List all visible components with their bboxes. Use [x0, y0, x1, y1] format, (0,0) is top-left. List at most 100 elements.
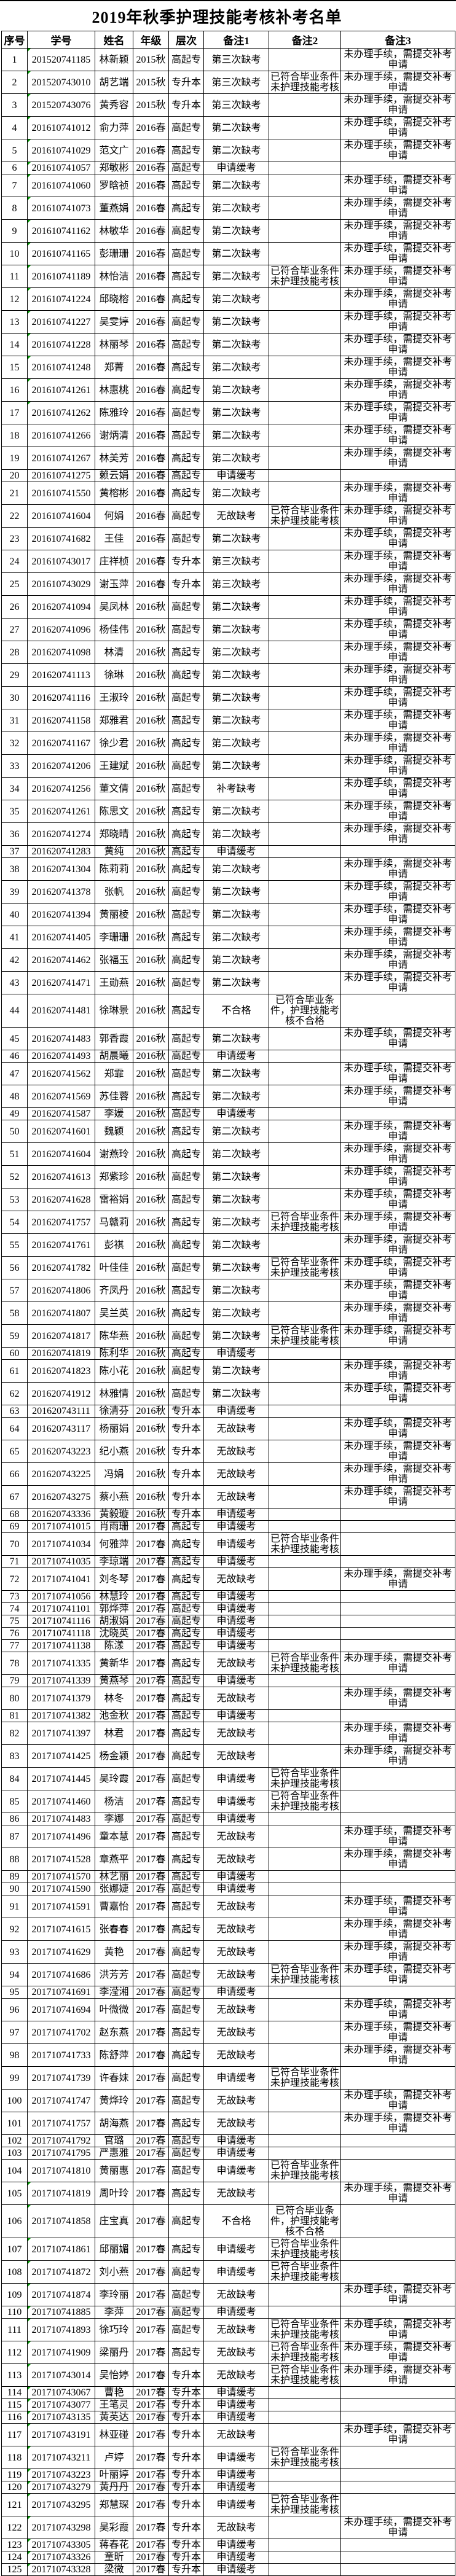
cell-note2: 已符合毕业条件，护理技能考核不合格 — [269, 2204, 341, 2238]
cell-note1: 第三次缺考 — [203, 572, 269, 596]
cell-note3 — [340, 1107, 455, 1120]
table-row: 78 201710741335 黄新华 2017春 高起专 无故缺考 已符合毕业条件未护理技… — [1, 1652, 455, 1675]
cell-corner-marker-icon — [28, 49, 31, 52]
cell-student-id: 201710741739 — [27, 2066, 95, 2090]
cell-note3: 未办理手续，需提交补考申请 — [340, 2182, 455, 2205]
cell-student-id: 201620743275 — [27, 1485, 95, 1509]
cell-name: 蒋春花 — [95, 2539, 133, 2551]
cell-note2 — [269, 1615, 341, 1628]
cell-index: 54 — [1, 1211, 28, 1234]
cell-student-id: 201710743298 — [27, 2516, 95, 2539]
cell-note1: 第二次缺考 — [203, 641, 269, 664]
cell-note2 — [269, 1417, 341, 1440]
cell-name: 俞力萍 — [95, 116, 133, 139]
cell-student-id: 201620743225 — [27, 1462, 95, 1486]
cell-note2 — [269, 1895, 341, 1918]
cell-index: 86 — [1, 1813, 28, 1825]
cell-index: 3 — [1, 93, 28, 117]
cell-note3: 未办理手续，需提交补考申请 — [340, 971, 455, 994]
cell-note3: 未办理手续，需提交补考申请 — [340, 1279, 455, 1302]
cell-name: 郑紫珍 — [95, 1165, 133, 1188]
cell-grade: 2017春 — [133, 2469, 169, 2481]
cell-note1: 第二次缺考 — [203, 971, 269, 994]
cell-index: 18 — [1, 424, 28, 447]
cell-note3 — [340, 2204, 455, 2238]
cell-level: 高起专 — [168, 242, 204, 265]
cell-level: 高起专 — [168, 2147, 204, 2160]
cell-note2 — [269, 1709, 341, 1722]
cell-note2 — [269, 1883, 341, 1895]
cell-note2 — [269, 1508, 341, 1521]
cell-note1: 第二次缺考 — [203, 1062, 269, 1085]
cell-note3: 未办理手续，需提交补考申请 — [340, 1359, 455, 1383]
cell-grade: 2017春 — [133, 1627, 169, 1640]
cell-grade: 2017春 — [133, 1567, 169, 1591]
cell-note1: 申请缓考 — [203, 1883, 269, 1895]
cell-student-id: 201620741601 — [27, 1120, 95, 1143]
table-row: 42 201620741462 张福玉 2016秋 高起专 第二次缺考 未办理手续，需提交补… — [1, 948, 455, 972]
cell-student-id: 201710741694 — [27, 1998, 95, 2021]
cell-level: 高起专 — [168, 2260, 204, 2284]
cell-note3: 未办理手续，需提交补考申请 — [340, 1567, 455, 1591]
table-row: 69 201710741015 肖雨珊 2017春 高起专 申请缓考 — [1, 1520, 455, 1533]
cell-grade: 2017春 — [133, 2386, 169, 2399]
cell-note1: 申请缓考 — [203, 1709, 269, 1722]
cell-level: 高起专 — [168, 1940, 204, 1964]
cell-name: 梁丽丹 — [95, 2341, 133, 2364]
cell-student-id: 201710743326 — [27, 2551, 95, 2564]
cell-name: 马赣莉 — [95, 1211, 133, 1234]
cell-index: 50 — [1, 1120, 28, 1143]
table-row: 109 201710741874 李玲丽 2017春 高起专 无故缺考 未办理手续，需提交补… — [1, 2283, 455, 2306]
cell-student-id: 201710741382 — [27, 1709, 95, 1722]
cell-level: 高起专 — [168, 1722, 204, 1745]
cell-student-id: 201710743279 — [27, 2481, 95, 2494]
cell-note3: 未办理手续，需提交补考申请 — [340, 1485, 455, 1509]
cell-index: 93 — [1, 1940, 28, 1964]
cell-grade: 2017春 — [133, 1870, 169, 1883]
table-row: 68 201620743336 黄毅璇 2016秋 专升本 申请缓考 — [1, 1508, 455, 1521]
cell-name: 吴凤林 — [95, 595, 133, 619]
table-row: 21 201610741550 黄榕彬 2016春 高起专 第二次缺考 未办理手续，需提交补… — [1, 482, 455, 505]
cell-name: 徐清芬 — [95, 1405, 133, 1418]
cell-note3: 未办理手续，需提交补考申请 — [340, 424, 455, 447]
cell-note3: 未办理手续，需提交补考申请 — [340, 482, 455, 505]
cell-note2 — [269, 1382, 341, 1405]
cell-grade: 2017春 — [133, 1744, 169, 1768]
cell-student-id: 201710741483 — [27, 1813, 95, 1825]
cell-name: 徐巧玲 — [95, 2318, 133, 2341]
cell-level: 专升本 — [168, 2563, 204, 2576]
table-row: 83 201710741425 杨金颖 2017春 高起专 无故缺考 未办理手续，需提交补考… — [1, 1744, 455, 1768]
cell-note3: 未办理手续，需提交补考申请 — [340, 1722, 455, 1745]
cell-grade: 2016秋 — [133, 1188, 169, 1211]
cell-student-id: 201710743223 — [27, 2469, 95, 2481]
cell-student-id: 201610741248 — [27, 356, 95, 379]
cell-note3: 未办理手续，需提交补考申请 — [340, 93, 455, 117]
cell-note1: 第二次缺考 — [203, 1120, 269, 1143]
cell-student-id: 201610741073 — [27, 197, 95, 220]
table-row: 71 201710741035 李琼端 2017春 高起专 申请缓考 — [1, 1555, 455, 1568]
cell-note2: 已符合毕业条件未护理技能考核 — [269, 2493, 341, 2516]
cell-index: 109 — [1, 2283, 28, 2306]
cell-name: 冯娟 — [95, 1462, 133, 1486]
cell-index: 41 — [1, 926, 28, 949]
cell-name: 徐少君 — [95, 732, 133, 755]
table-row: 23 201610741682 王佳 2016春 高起专 第二次缺考 未办理手续，需提交补考… — [1, 527, 455, 550]
cell-level: 专升本 — [168, 2493, 204, 2516]
cell-grade: 2017春 — [133, 1615, 169, 1628]
cell-grade: 2016秋 — [133, 1165, 169, 1188]
cell-corner-marker-icon — [28, 402, 31, 405]
cell-level: 高起专 — [168, 2021, 204, 2044]
cell-grade: 2017春 — [133, 2021, 169, 2044]
table-row: 9 201610741162 林敏华 2016春 高起专 第二次缺考 未办理手续，需提交补考… — [1, 219, 455, 243]
cell-note3 — [340, 1050, 455, 1063]
cell-note2: 已符合毕业条件未护理技能考核 — [269, 1790, 341, 1813]
table-row: 95 201710741691 李滢湘 2017春 高起专 申请缓考 — [1, 1986, 455, 1999]
cell-name: 李滢湘 — [95, 1986, 133, 1999]
cell-note3: 未办理手续，需提交补考申请 — [340, 139, 455, 162]
cell-note3 — [340, 1883, 455, 1895]
cell-grade: 2016秋 — [133, 1107, 169, 1120]
cell-index: 47 — [1, 1062, 28, 1085]
cell-note1: 申请缓考 — [203, 2260, 269, 2284]
cell-level: 高起专 — [168, 219, 204, 243]
cell-note2 — [269, 686, 341, 709]
